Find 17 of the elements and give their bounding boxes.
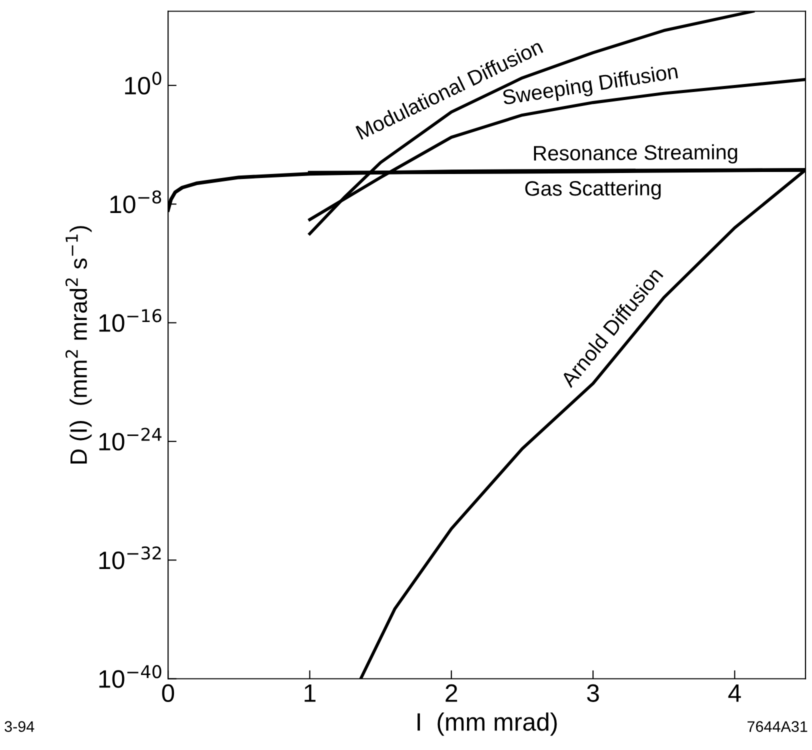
text: 3-94 <box>4 721 34 732</box>
y-tick-label: 10$^{−32}$ <box>99 546 161 570</box>
x-tick-label: 4 <box>728 684 741 702</box>
x-tick-label: 1 <box>304 684 316 702</box>
y-axis-title: D (I) (mm$^{2}$ mrad$^{2}$ s$^{−1}$) <box>65 226 92 464</box>
y-tick-label: 10$^{0}$ <box>125 72 162 95</box>
x-axis-title: I (mm mrad) <box>418 712 557 736</box>
x-tick-label: 3 <box>587 684 599 702</box>
y-tick-label: 10$^{−40}$ <box>99 665 162 688</box>
series-label: Resonance Streaming <box>534 144 738 165</box>
x-tick-label: 2 <box>446 684 458 702</box>
text: 7644A31 <box>748 721 808 732</box>
y-tick-label: 10$^{−24}$ <box>99 428 162 451</box>
y-tick-label: 10$^{−8}$ <box>110 190 162 214</box>
series-label: Gas Scattering <box>525 180 661 200</box>
x-tick-label: 0 <box>162 684 174 702</box>
y-tick-label: 10$^{−16}$ <box>99 309 162 332</box>
